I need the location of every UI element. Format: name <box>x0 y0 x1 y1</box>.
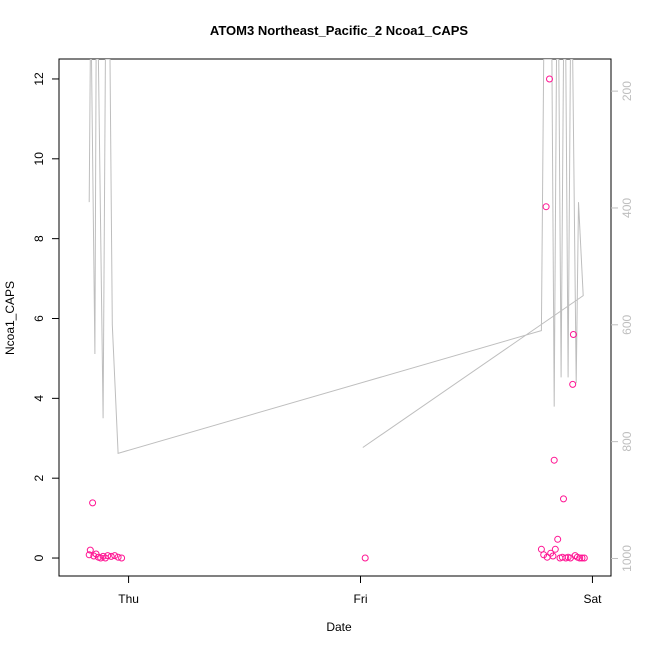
data-point <box>90 552 98 560</box>
chart-title: ATOM3 Northeast_Pacific_2 Ncoa1_CAPS <box>210 23 469 38</box>
right-tick-label: 400 <box>620 198 634 218</box>
data-point <box>104 552 112 560</box>
data-point <box>85 551 93 559</box>
right-tick-label: 200 <box>620 81 634 101</box>
data-point <box>560 495 567 503</box>
y-tick-label: 4 <box>32 395 46 402</box>
y-tick-label: 12 <box>32 72 46 86</box>
grey-line-path <box>88 59 584 454</box>
x-tick-label: Sat <box>583 592 602 606</box>
data-point <box>114 553 122 561</box>
series-points <box>85 75 588 562</box>
data-point <box>550 456 558 464</box>
data-point <box>89 499 97 507</box>
right-tick-label: 800 <box>620 431 634 451</box>
x-tick-label: Thu <box>118 592 139 606</box>
data-point <box>542 203 550 211</box>
data-point <box>576 554 584 562</box>
y-tick-label: 10 <box>32 152 46 166</box>
y-tick-label: 2 <box>32 475 46 482</box>
data-point <box>86 546 94 554</box>
y-tick-label: 0 <box>32 554 46 561</box>
series-line <box>88 59 584 454</box>
data-point <box>551 545 559 553</box>
data-point <box>107 552 115 560</box>
data-point <box>118 554 126 562</box>
data-point <box>549 552 557 560</box>
y-axis-label: Ncoa1_CAPS <box>3 281 17 355</box>
x-tick-label: Fri <box>354 592 368 606</box>
data-point <box>546 75 553 83</box>
data-point <box>578 554 586 562</box>
right-tick-label: 600 <box>620 314 634 334</box>
bottom-axis: Thu Fri Sat <box>118 576 602 606</box>
data-point <box>361 554 369 562</box>
data-point <box>569 380 577 388</box>
data-point <box>580 554 588 562</box>
data-point <box>569 331 577 338</box>
right-axis: 200 400 600 800 1000 <box>611 81 634 572</box>
right-tick-label: 1000 <box>620 545 634 572</box>
y-tick-label: 6 <box>32 315 46 322</box>
y-tick-label: 8 <box>32 235 46 242</box>
left-axis: 0 2 4 6 8 10 12 <box>32 72 59 561</box>
data-point <box>554 535 562 543</box>
data-point <box>540 551 548 559</box>
plot-frame <box>58 58 612 577</box>
x-axis-label: Date <box>326 620 352 634</box>
data-point <box>111 552 119 560</box>
